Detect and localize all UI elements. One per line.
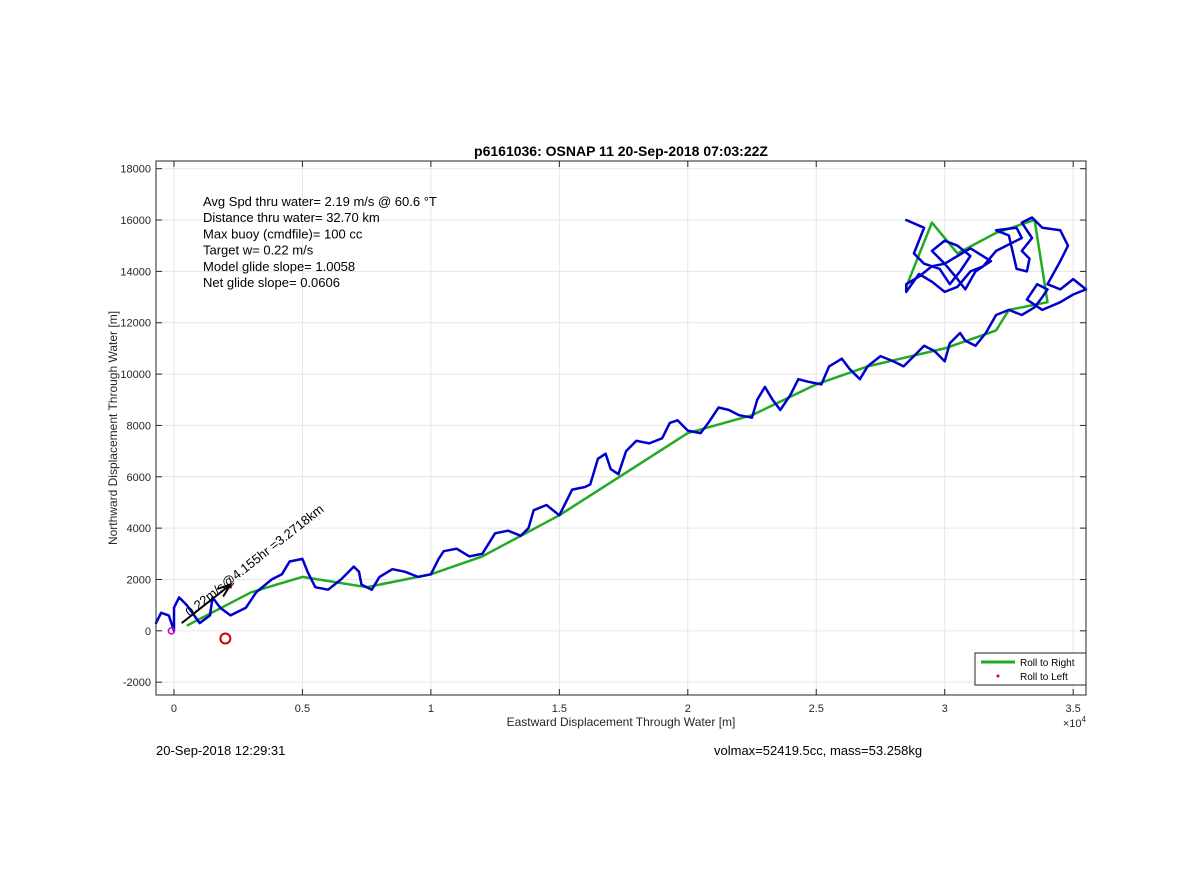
glider-track	[154, 216, 1088, 633]
x-exponent-label: ×104	[1063, 715, 1087, 730]
footer-mass-info: volmax=52419.5cc, mass=53.258kg	[714, 743, 923, 758]
x-tick-label: 1	[428, 703, 434, 715]
annotation-line: Model glide slope= 1.0058	[203, 259, 355, 274]
footer-timestamp: 20-Sep-2018 12:29:31	[156, 743, 286, 758]
annotation-line: Target w= 0.22 m/s	[203, 243, 314, 258]
y-tick-label: -2000	[123, 677, 151, 689]
y-tick-label: 6000	[127, 472, 151, 484]
y-tick-label: 10000	[120, 369, 151, 381]
start-marker	[167, 627, 176, 635]
y-tick-label: 4000	[127, 523, 151, 535]
x-tick-label: 2.5	[809, 703, 824, 715]
y-tick-label: 0	[145, 626, 151, 638]
legend-roll-left-label: Roll to Left	[1020, 672, 1068, 683]
chart-title: p6161036: OSNAP 11 20-Sep-2018 07:03:22Z	[474, 143, 768, 159]
y-tick-label: 14000	[120, 266, 151, 278]
y-tick-label: 12000	[120, 318, 151, 330]
current-arrow	[181, 583, 232, 624]
y-tick-label: 8000	[127, 420, 151, 432]
legend-roll-right-label: Roll to Right	[1020, 658, 1075, 669]
x-axis-label: Eastward Displacement Through Water [m]	[507, 715, 736, 729]
y-tick-label: 2000	[127, 574, 151, 586]
x-tick-label: 0	[171, 703, 177, 715]
annotation-line: Avg Spd thru water= 2.19 m/s @ 60.6 °T	[203, 194, 437, 209]
x-tick-label: 1.5	[552, 703, 567, 715]
annotation-line: Max buoy (cmdfile)= 100 cc	[203, 226, 363, 241]
annotation-line: Distance thru water= 32.70 km	[203, 210, 380, 225]
x-tick-label: 3.5	[1066, 703, 1081, 715]
x-tick-label: 3	[942, 703, 948, 715]
plot-background	[156, 161, 1086, 695]
x-tick-label: 2	[685, 703, 691, 715]
annotation-line: Net glide slope= 0.0606	[203, 275, 340, 290]
y-tick-label: 16000	[120, 215, 151, 227]
position-marker	[219, 632, 232, 645]
x-tick-label: 0.5	[295, 703, 310, 715]
legend-box	[974, 652, 1087, 686]
y-axis-label: Northward Displacement Through Water [m]	[106, 311, 120, 545]
current-arrow-head	[216, 582, 233, 598]
y-tick-label: 18000	[120, 164, 151, 176]
axes-box	[155, 160, 1087, 696]
legend-roll-left-swatch	[996, 674, 1000, 678]
